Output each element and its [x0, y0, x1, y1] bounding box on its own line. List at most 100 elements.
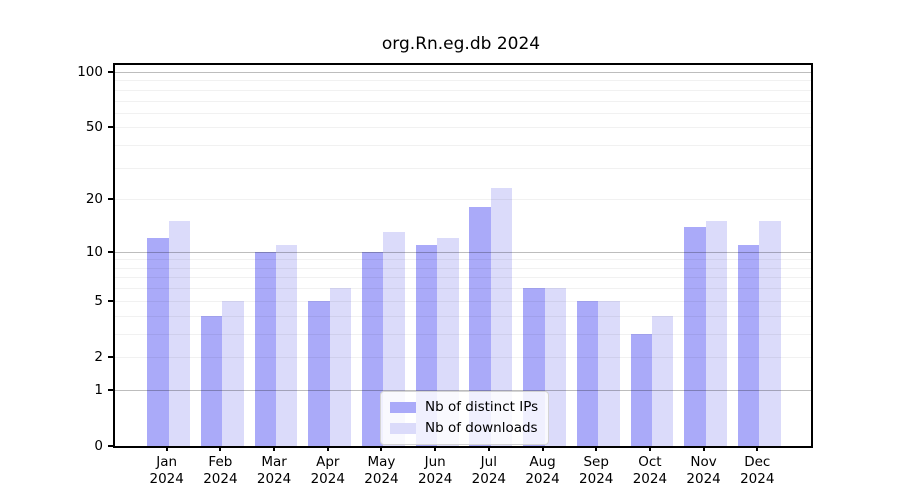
gridline-8	[115, 267, 811, 269]
x-axis-label-year: 2024	[471, 470, 506, 487]
gridline-7	[115, 277, 811, 279]
x-axis-label-mar: Mar 2024	[232, 454, 316, 487]
y-axis-tick-100	[108, 71, 113, 73]
x-axis-label-sep: Sep 2024	[554, 454, 638, 487]
gridline-40	[115, 145, 811, 147]
y-axis-label-5: 5	[94, 292, 103, 309]
x-axis-label-oct: Oct 2024	[608, 454, 692, 487]
legend-item-downloads: Nb of downloads	[390, 420, 538, 437]
gridline-9	[115, 259, 811, 261]
x-axis-label-year: 2024	[632, 470, 668, 487]
x-axis-label-aug: Aug 2024	[501, 454, 585, 487]
bar-feb-downloads	[222, 300, 244, 446]
bar-jan-downloads	[168, 221, 191, 446]
gridline-60	[115, 112, 811, 114]
gridline-100	[115, 72, 811, 73]
x-axis-label-year: 2024	[417, 470, 453, 487]
y-axis-label-10: 10	[85, 243, 103, 260]
x-axis-label-dec: Dec 2024	[715, 454, 799, 487]
x-axis-label-feb: Feb 2024	[178, 454, 262, 487]
bar-may-distinct-ips	[362, 251, 384, 446]
gridline-50	[115, 127, 811, 129]
y-axis-tick-5	[108, 299, 113, 302]
x-axis-label-year: 2024	[310, 470, 345, 487]
y-axis-label-100: 100	[77, 64, 103, 80]
chart-title: org.Rn.eg.db 2024	[381, 34, 541, 54]
bar-dec-distinct-ips	[737, 244, 760, 446]
gridline-80	[115, 89, 811, 91]
x-axis-tick-feb	[219, 446, 222, 451]
plot-area: Nb of distinct IPs Nb of downloads	[113, 63, 813, 448]
x-axis-label-jul: Jul 2024	[447, 454, 531, 487]
x-axis-tick-may	[380, 446, 383, 451]
x-axis-label-jan: Jan 2024	[125, 454, 209, 487]
gridline-6	[115, 288, 811, 290]
bar-sep-downloads	[598, 300, 620, 446]
x-axis-tick-oct	[648, 446, 651, 451]
bar-jul-downloads	[490, 188, 513, 446]
x-axis-tick-apr	[326, 446, 329, 451]
gridline-3	[115, 333, 811, 335]
bar-dec-downloads	[759, 221, 781, 446]
y-axis-tick-20	[108, 198, 113, 201]
y-axis-tick-1	[108, 388, 113, 391]
legend-swatch-distinct-ips	[390, 402, 416, 413]
x-axis-label-may: May 2024	[339, 454, 423, 487]
gridline-70	[115, 100, 811, 102]
x-axis-tick-nov	[702, 446, 705, 451]
legend-item-distinct-ips: Nb of distinct IPs	[390, 399, 538, 416]
x-axis-label-year: 2024	[579, 470, 614, 487]
legend-swatch-downloads	[390, 423, 416, 434]
y-axis-tick-0	[108, 445, 113, 447]
y-axis-label-2: 2	[94, 348, 103, 365]
legend-label: Nb of downloads	[425, 420, 538, 436]
bar-apr-downloads	[329, 288, 352, 446]
x-axis-tick-dec	[756, 446, 759, 451]
y-axis-label-0: 0	[94, 438, 103, 454]
x-axis-label-jun: Jun 2024	[393, 454, 477, 487]
bar-sep-distinct-ips	[576, 300, 599, 446]
gridline-2	[115, 356, 811, 358]
bar-feb-distinct-ips	[200, 315, 223, 446]
y-axis-tick-10	[108, 250, 113, 253]
gridline-90	[115, 80, 811, 82]
bar-jul-distinct-ips	[469, 207, 491, 446]
bar-mar-distinct-ips	[254, 251, 277, 446]
bar-jan-distinct-ips	[147, 238, 169, 446]
gridline-1	[115, 389, 811, 391]
y-axis-label-50: 50	[85, 119, 103, 136]
y-axis-tick-50	[108, 126, 113, 129]
gridline-5	[115, 300, 811, 302]
gridline-20	[115, 199, 811, 201]
x-axis-label-year: 2024	[364, 470, 399, 487]
x-axis-label-year: 2024	[740, 470, 775, 487]
x-axis-tick-sep	[595, 446, 598, 451]
y-axis-tick-2	[108, 355, 113, 358]
legend-label: Nb of distinct IPs	[425, 399, 539, 415]
x-axis-tick-jun	[434, 446, 437, 451]
bar-nov-downloads	[705, 221, 727, 446]
bar-apr-distinct-ips	[308, 300, 330, 446]
x-axis-label-year: 2024	[203, 470, 238, 487]
bar-nov-distinct-ips	[684, 226, 706, 446]
x-axis-tick-jul	[487, 446, 490, 451]
x-axis-label-apr: Apr 2024	[286, 454, 370, 487]
x-axis-label-nov: Nov 2024	[662, 454, 746, 487]
x-axis-label-year: 2024	[525, 470, 560, 487]
x-axis-label-year: 2024	[686, 470, 721, 487]
gridline-4	[115, 315, 811, 317]
legend: Nb of distinct IPs Nb of downloads	[380, 391, 550, 445]
bar-aug-downloads	[544, 288, 566, 446]
x-axis-tick-jan	[165, 446, 168, 451]
y-axis-label-1: 1	[94, 381, 103, 398]
x-axis-label-year: 2024	[149, 470, 184, 487]
x-axis-tick-mar	[273, 446, 276, 451]
x-axis-label-year: 2024	[256, 470, 292, 487]
gridline-30	[115, 167, 811, 169]
bar-oct-downloads	[651, 315, 674, 446]
gridline-10	[115, 251, 811, 253]
x-axis-tick-aug	[541, 446, 544, 451]
bar-oct-distinct-ips	[630, 333, 652, 446]
bar-mar-downloads	[276, 244, 298, 446]
